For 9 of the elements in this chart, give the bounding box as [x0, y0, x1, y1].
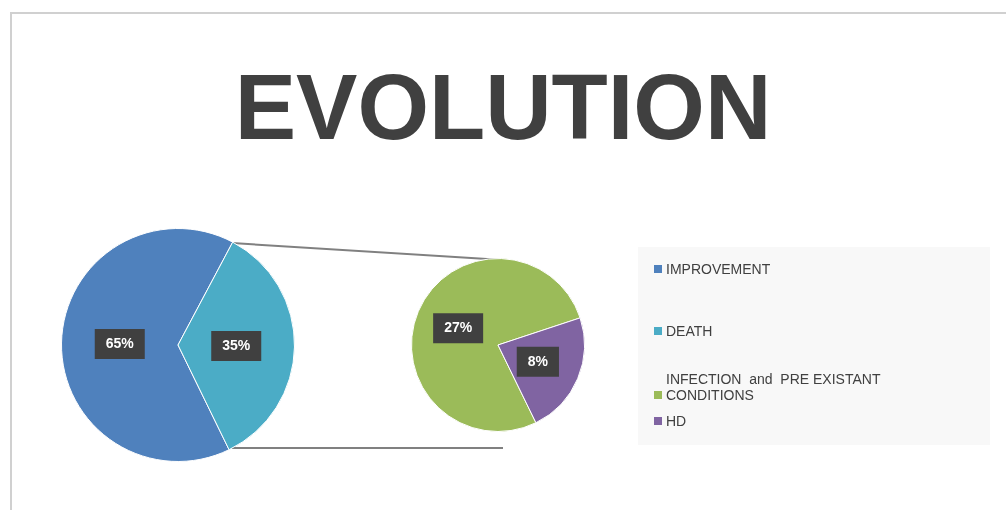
data-label: 27%: [444, 319, 473, 336]
legend-label: INFECTION and PRE EXISTANT CONDITIONS: [666, 371, 882, 403]
legend-label: HD: [666, 413, 687, 429]
legend-label: DEATH: [666, 323, 713, 339]
chart-title: EVOLUTION: [233, 55, 773, 160]
data-label: 35%: [222, 336, 251, 353]
legend-label: IMPROVEMENT: [666, 261, 771, 277]
data-label: 65%: [105, 334, 135, 351]
data-label: 8%: [527, 352, 549, 369]
